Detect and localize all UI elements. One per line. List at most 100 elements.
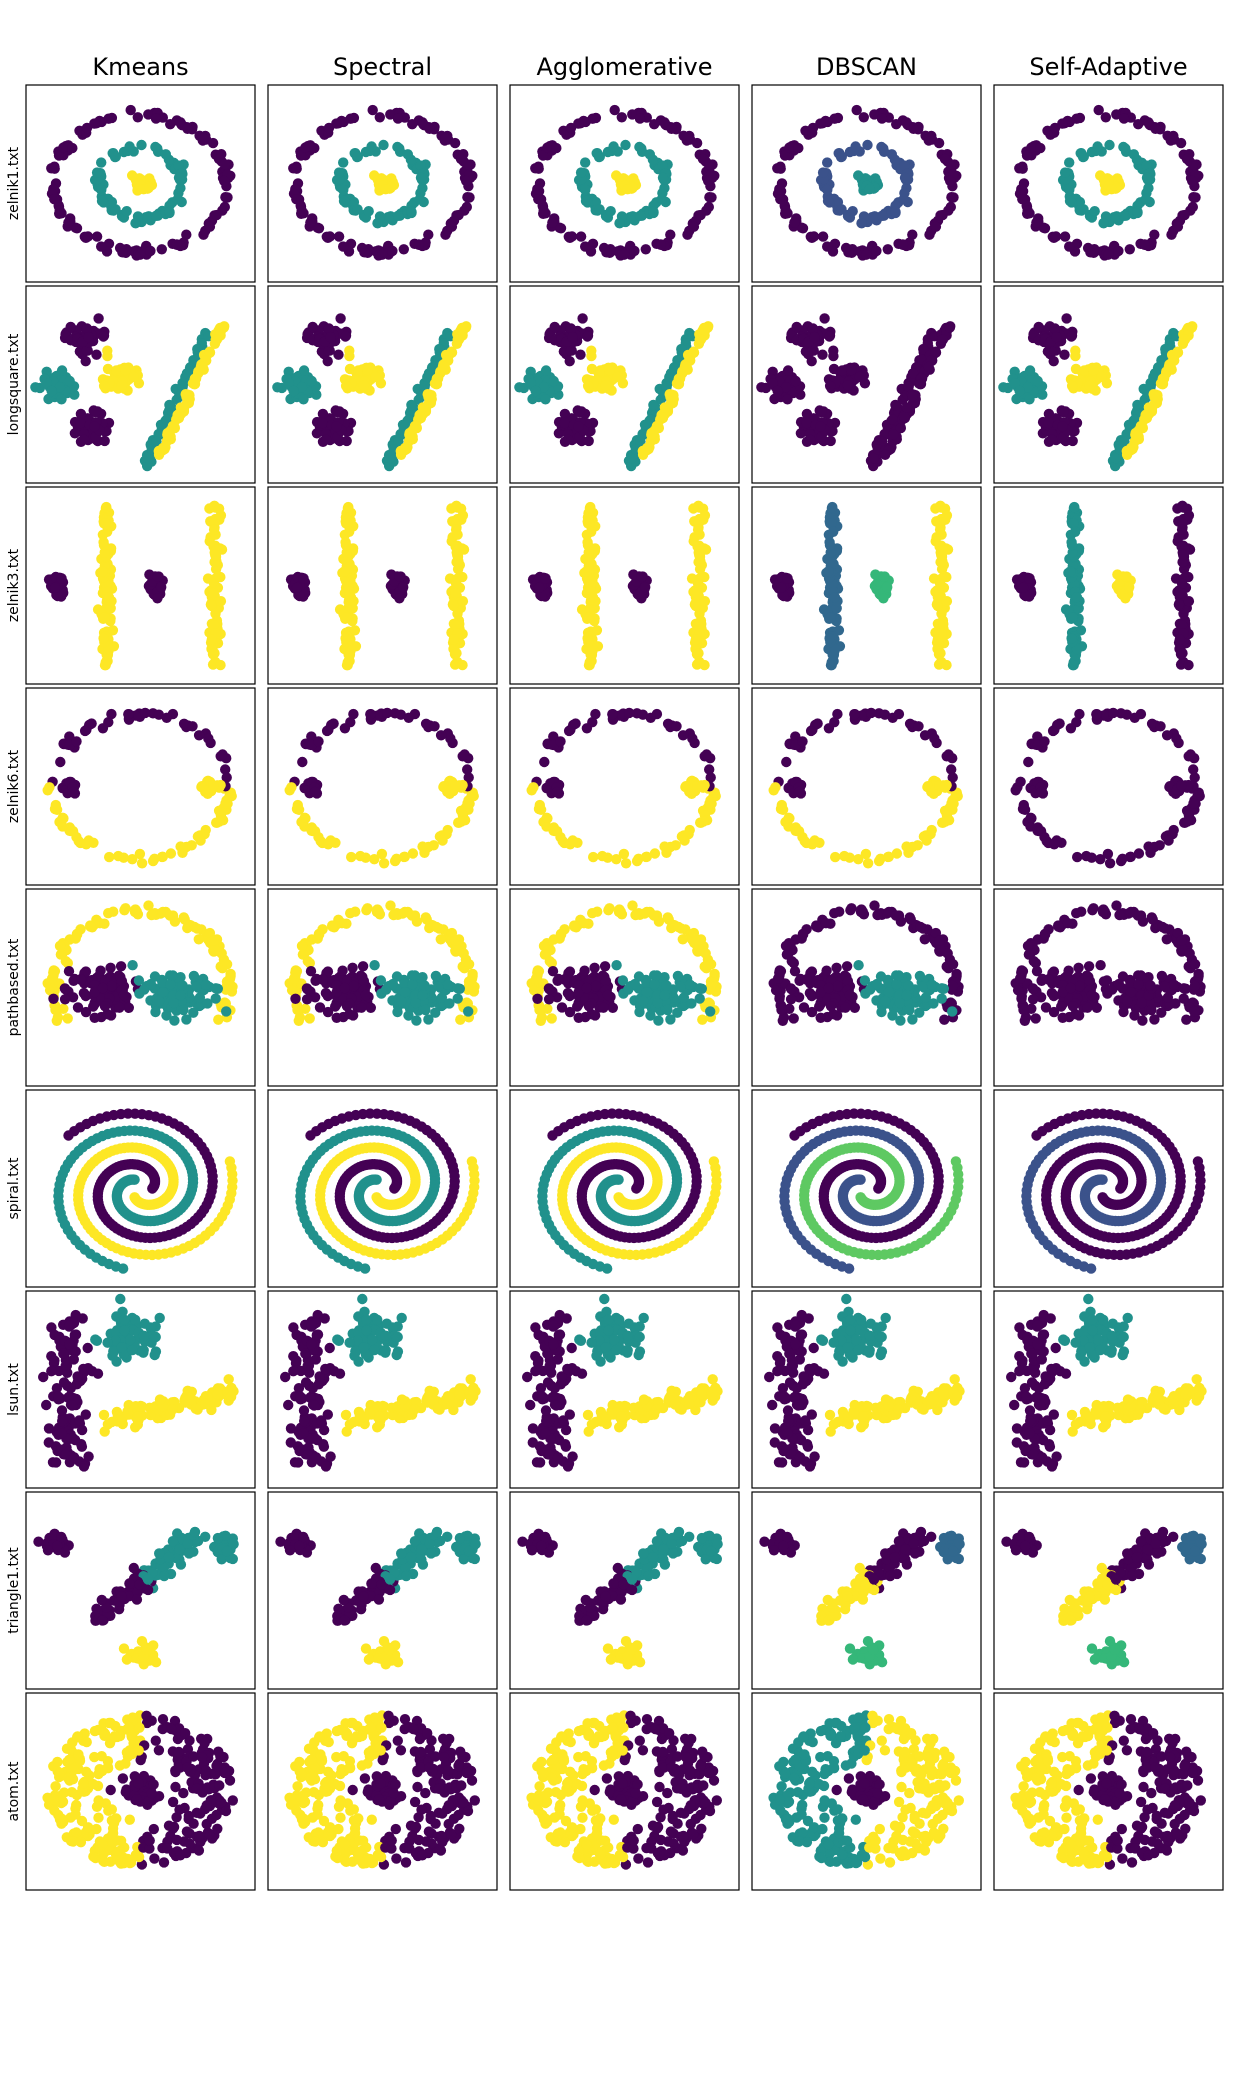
data-point [447, 599, 459, 610]
data-point [317, 417, 328, 429]
data-point [1010, 785, 1021, 796]
data-point [385, 109, 396, 120]
data-point [46, 973, 58, 984]
data-point [106, 708, 117, 720]
row-label-longsquare: longsquare.txt [6, 333, 22, 435]
panel-zelnik3-spectral [267, 486, 498, 685]
data-point [215, 596, 227, 607]
data-point [205, 599, 217, 610]
data-point [793, 142, 804, 154]
data-point [907, 229, 918, 240]
data-point [328, 718, 339, 729]
data-point [136, 858, 148, 869]
data-point [840, 242, 852, 254]
data-point [179, 842, 190, 853]
data-point [887, 712, 898, 723]
data-point [582, 633, 593, 644]
data-point [1161, 730, 1173, 741]
data-point [1149, 390, 1160, 402]
data-point [313, 832, 324, 843]
data-point [1043, 417, 1054, 429]
data-point [876, 210, 888, 221]
data-point [344, 526, 355, 537]
data-point [128, 371, 139, 383]
data-point [1089, 206, 1100, 217]
data-point [325, 331, 336, 343]
data-point [540, 394, 551, 405]
data-point [703, 201, 714, 213]
data-point [547, 217, 558, 228]
data-point [152, 593, 163, 604]
data-point [1088, 364, 1099, 376]
data-point [164, 910, 176, 921]
data-point [398, 244, 409, 255]
data-point [110, 204, 121, 215]
data-point [1113, 245, 1124, 257]
data-point [931, 599, 943, 610]
data-point [1017, 803, 1029, 815]
data-point [1092, 141, 1103, 152]
data-point [1187, 175, 1198, 187]
data-point [1182, 816, 1193, 827]
panel-longsquare-dbscan [751, 285, 982, 484]
data-point [905, 842, 916, 853]
data-point [63, 217, 74, 228]
data-point [407, 848, 419, 859]
data-point [819, 313, 830, 324]
data-point [1166, 133, 1177, 144]
data-point [595, 365, 606, 376]
data-point [93, 313, 104, 324]
panel-zelnik1-dbscan [751, 84, 982, 283]
data-point [648, 206, 659, 218]
data-point [288, 385, 299, 397]
data-point [812, 718, 823, 729]
column-titles: Kmeans Spectral Agglomerative DBSCAN Self-Ad… [92, 53, 1187, 81]
data-point [604, 364, 615, 376]
data-point [56, 394, 67, 405]
data-point [339, 566, 350, 577]
data-point [797, 832, 808, 843]
panel-zelnik6-self-adaptive [993, 687, 1224, 886]
data-point [1129, 712, 1140, 723]
data-point [706, 192, 717, 203]
data-point [414, 193, 426, 205]
data-point [161, 712, 172, 723]
data-point [875, 853, 886, 864]
data-point [806, 356, 817, 367]
data-point [380, 184, 391, 195]
data-point [772, 385, 783, 397]
data-point [756, 382, 767, 393]
data-point [935, 648, 946, 659]
data-point [219, 175, 230, 187]
data-point [624, 707, 635, 719]
data-point [1120, 593, 1131, 604]
data-point [182, 123, 193, 134]
data-point [842, 380, 854, 391]
data-point [655, 239, 667, 250]
data-point [457, 596, 469, 607]
data-point [340, 633, 351, 644]
data-point [618, 848, 630, 860]
data-point [413, 239, 425, 250]
data-point [164, 206, 175, 218]
data-point [130, 218, 141, 229]
data-point [91, 167, 103, 178]
data-point [1082, 242, 1094, 254]
data-point [215, 510, 227, 521]
data-point [150, 113, 162, 124]
data-point [414, 411, 426, 422]
data-point [208, 524, 220, 535]
data-point [588, 851, 599, 863]
data-point [616, 112, 627, 123]
data-point [1185, 749, 1196, 760]
data-point [215, 659, 226, 671]
data-point [937, 209, 948, 221]
data-point [211, 334, 223, 345]
data-point [398, 582, 409, 593]
data-point [110, 151, 122, 162]
data-point [807, 122, 819, 134]
data-point [429, 721, 440, 732]
data-point [1065, 566, 1076, 577]
data-point [1176, 780, 1187, 791]
data-point [934, 587, 945, 599]
